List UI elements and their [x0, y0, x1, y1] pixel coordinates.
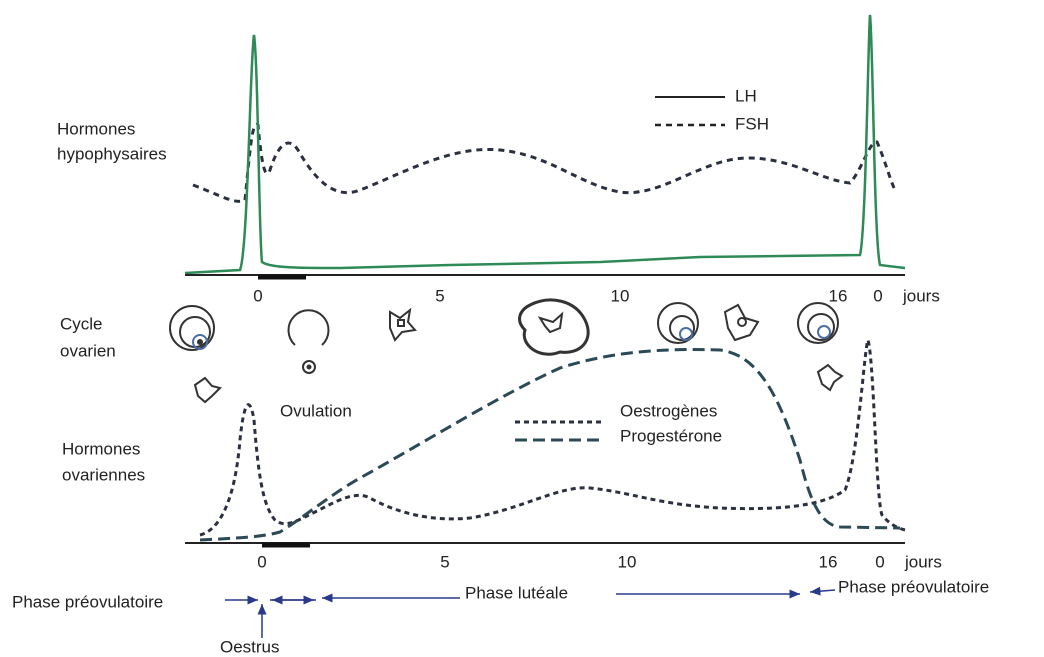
tick-label: 10: [611, 286, 630, 305]
legend-label: FSH: [735, 114, 769, 133]
panel-title: hypophysaires: [57, 144, 167, 163]
tick-label: 5: [440, 552, 449, 571]
tick-label: 0: [253, 286, 262, 305]
oestrogen-curve: [200, 340, 905, 535]
fsh-curve: [193, 124, 895, 201]
legend-label: Oestrogènes: [620, 401, 717, 420]
tick-label: 16: [829, 286, 848, 305]
tick-label: 0: [873, 286, 882, 305]
tick-label: jours: [904, 552, 942, 571]
tick-label: 0: [875, 552, 884, 571]
legend-label: LH: [735, 86, 757, 105]
panel-title: ovarien: [60, 341, 116, 360]
lh-curve: [185, 15, 905, 273]
diagram: Hormones hypophysaires LH FSH 0 5 10 16 …: [0, 0, 1044, 657]
tick-label: 10: [618, 552, 637, 571]
panel-title: Cycle: [60, 314, 103, 333]
tick-label: 0: [257, 552, 266, 571]
panel-title: Hormones: [62, 439, 140, 458]
phase-label: Phase préovulatoire: [12, 592, 163, 611]
panel-title: ovariennes: [62, 465, 145, 484]
tick-label: 16: [819, 552, 838, 571]
progesterone-curve: [200, 350, 900, 540]
phase-label: Phase lutéale: [465, 583, 568, 602]
tick-label: 5: [435, 286, 444, 305]
phase-label: Phase préovulatoire: [838, 577, 989, 596]
phase-label: Oestrus: [220, 637, 280, 656]
ovary-icons: [170, 300, 842, 402]
panel-title: Hormones: [57, 119, 135, 138]
annotation: Ovulation: [280, 401, 352, 420]
legend-label: Progestérone: [620, 426, 722, 445]
tick-label: jours: [902, 286, 940, 305]
